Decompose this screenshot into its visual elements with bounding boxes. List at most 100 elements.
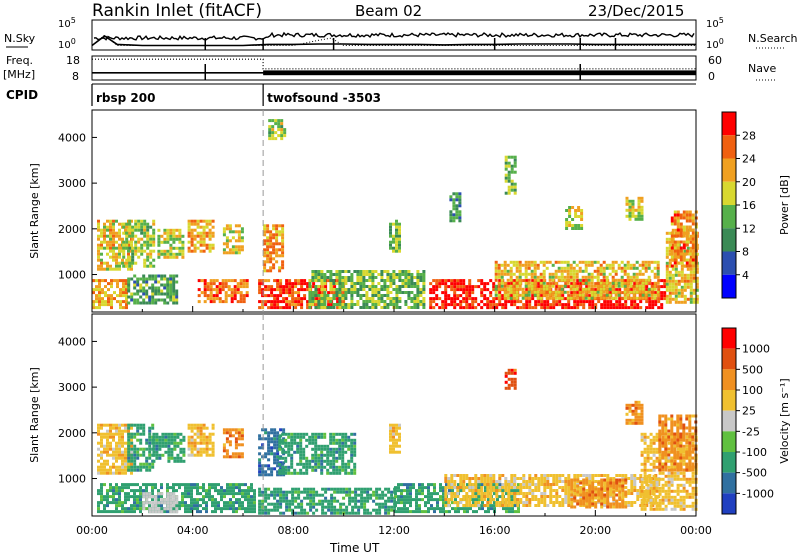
velocity-cell [300,502,304,506]
power-cell [100,258,103,262]
velocity-cell [229,507,232,511]
power-cell [497,281,501,285]
power-cell [240,236,244,240]
velocity-cell [493,504,496,508]
power-cell [593,290,597,294]
power-cell [568,212,572,215]
power-cell [193,234,197,238]
power-cell [122,246,126,250]
power-cell [268,137,272,141]
power-cell [263,254,267,258]
power-cell [128,234,132,238]
velocity-cell [400,507,403,511]
power-cell [587,260,591,264]
power-cell [140,228,144,232]
power-cell [468,294,472,298]
power-cell [617,293,621,297]
power-cell [118,255,121,259]
power-cell [285,306,289,310]
power-cell [283,134,287,138]
power-cell [623,293,627,297]
velocity-cell [190,501,193,505]
power-cell [572,296,576,300]
velocity-cell [312,490,316,494]
velocity-cell [179,447,183,451]
velocity-cell [148,483,151,487]
power-cell [525,306,529,310]
velocity-cell [285,508,289,512]
velocity-cell [394,501,397,505]
velocity-cell [127,465,131,469]
power-cell [673,210,677,214]
velocity-cell [240,431,244,435]
power-cell [692,270,696,274]
power-cell [480,279,484,283]
power-cell [234,248,238,252]
power-cell [242,282,246,286]
power-cell [691,219,695,223]
power-cell [389,246,392,250]
velocity-cell [253,504,256,508]
power-cell [676,261,680,265]
power-cell [181,234,185,238]
power-cell [109,243,112,247]
velocity-cell [514,510,517,514]
power-cell [494,287,498,291]
power-cell [97,255,100,259]
velocity-cell [318,493,322,497]
velocity-cell [329,450,333,454]
power-cell [231,230,235,234]
velocity-cell [112,423,115,427]
power-cell [242,285,246,289]
power-cell [462,297,466,301]
velocity-cell [244,483,247,487]
power-cell [628,208,632,212]
power-cell [276,303,280,307]
power-cell [647,263,651,267]
power-cell [580,224,584,227]
velocity-cell [484,486,487,490]
power-cell [323,294,327,297]
power-cell [618,297,622,301]
velocity-cell [444,486,448,489]
velocity-cell [314,459,318,463]
velocity-cell [366,508,370,512]
power-cell [691,213,695,217]
power-cell [577,209,581,212]
power-cell [371,294,375,297]
velocity-cell [351,505,355,509]
power-cell [603,303,607,307]
velocity-cell [167,453,171,457]
power-cell [557,260,561,264]
power-cell [275,251,279,255]
velocity-cell [508,507,511,511]
power-cell [236,300,240,304]
power-cell [641,278,645,282]
power-cell [389,243,392,247]
power-cell [202,243,206,247]
velocity-cell [167,435,171,439]
power-cell [321,285,325,289]
power-cell [673,216,677,220]
power-cell [282,300,286,304]
power-cell [673,252,677,256]
power-cell [596,284,600,288]
power-cell [522,279,526,283]
velocity-cell [261,499,265,503]
power-cell [386,306,390,309]
velocity-cell [466,510,469,514]
power-cell [422,270,426,273]
velocity-cell [169,495,173,499]
velocity-cell [136,468,140,472]
velocity-cell [314,438,318,442]
velocity-cell [148,492,152,496]
power-cell [95,288,98,292]
power-cell [143,225,147,229]
power-cell [673,243,677,247]
power-cell [371,279,375,282]
power-cell [169,255,173,259]
velocity-cell [124,495,127,499]
power-cell [122,249,126,253]
power-cell [222,233,226,237]
power-cell [645,288,649,292]
